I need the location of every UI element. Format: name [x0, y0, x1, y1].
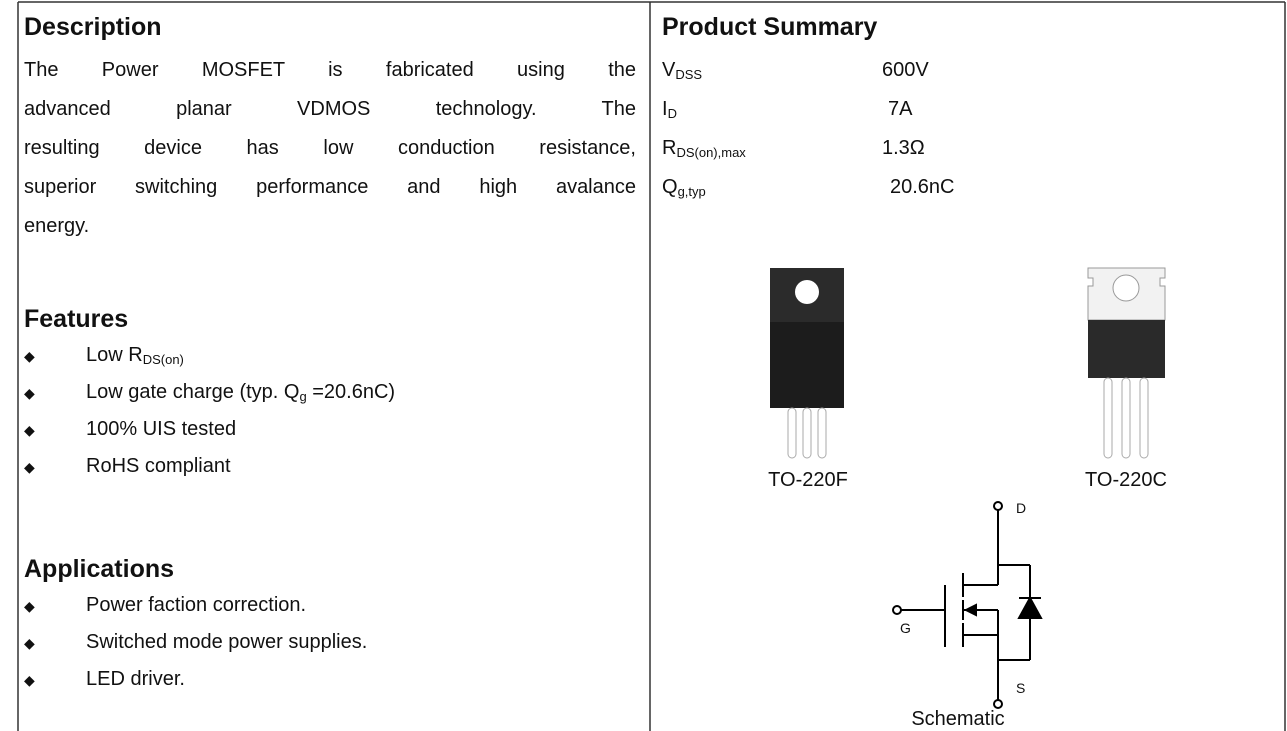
paragraph-line: superior switching performance and high … [24, 176, 636, 198]
summary-row: ID 7A [662, 98, 912, 121]
symbol: I [662, 98, 668, 120]
bullet-item: ◆ Low RDS(on) [24, 344, 184, 367]
bullet-item: ◆ 100% UIS tested [24, 418, 236, 441]
package-label: TO-220C [1085, 469, 1167, 491]
bullet: ◆ [24, 348, 35, 364]
summary-row: VDSS 600V [662, 59, 929, 82]
paragraph-line: resulting device has low conduction resi… [24, 137, 636, 159]
package-label: TO-220F [768, 469, 848, 491]
text: Switched mode power supplies. [86, 631, 368, 653]
pin-label: D [1016, 500, 1027, 516]
summary-row: RDS(on),max 1.3Ω [662, 137, 925, 160]
bullet-item: ◆ RoHS compliant [24, 455, 231, 478]
section-title: Features [24, 305, 129, 333]
text: RoHS compliant [86, 455, 231, 477]
package-to220f [770, 268, 844, 459]
symbol: Q [662, 176, 678, 198]
subscript: DS(on) [142, 352, 184, 367]
bullet: ◆ [24, 672, 35, 688]
subscript: g,typ [677, 184, 706, 199]
text: Low gate charge (typ. Q [86, 381, 300, 403]
value: 600V [882, 59, 929, 81]
text: =20.6nC) [306, 381, 396, 403]
paragraph-line: energy. [24, 215, 90, 237]
bullet: ◆ [24, 598, 35, 614]
section-title: Applications [24, 555, 175, 583]
paragraph-line: The Power MOSFET is fabricated using the [24, 59, 636, 81]
pin-label: S [1016, 680, 1026, 696]
text: 100% UIS tested [86, 418, 237, 440]
text: Power faction correction. [86, 594, 307, 616]
paragraph-line: advanced planar VDMOS technology. The [24, 98, 636, 120]
bullet-item: ◆ LED driver. [24, 668, 185, 691]
bullet: ◆ [24, 385, 35, 401]
symbol: V [662, 59, 676, 81]
schematic-label: Schematic [911, 708, 1005, 730]
value: 20.6nC [890, 176, 955, 198]
text: LED driver. [86, 668, 185, 690]
package-to220c [1087, 267, 1166, 459]
mosfet-symbol [892, 501, 1043, 709]
text: Low R [86, 344, 143, 366]
value: 7A [888, 98, 913, 120]
value: 1.3Ω [882, 137, 925, 159]
bullet-item: ◆ Power faction correction. [24, 594, 306, 617]
bullet: ◆ [24, 635, 35, 651]
section-title: Product Summary [662, 13, 878, 41]
section-title: Description [24, 13, 162, 41]
symbol: R [662, 137, 677, 159]
bullet: ◆ [24, 459, 35, 475]
subscript: DSS [675, 67, 703, 82]
summary-row: Qg,typ 20.6nC [662, 176, 955, 199]
subscript: DS(on),max [676, 145, 746, 160]
bullet-item: ◆ Switched mode power supplies. [24, 631, 367, 654]
bullet: ◆ [24, 422, 35, 438]
subscript: D [667, 106, 677, 121]
bullet-item: ◆ Low gate charge (typ. Qg =20.6nC) [24, 381, 395, 404]
subscript: g [299, 389, 307, 404]
pin-label: G [900, 620, 911, 636]
